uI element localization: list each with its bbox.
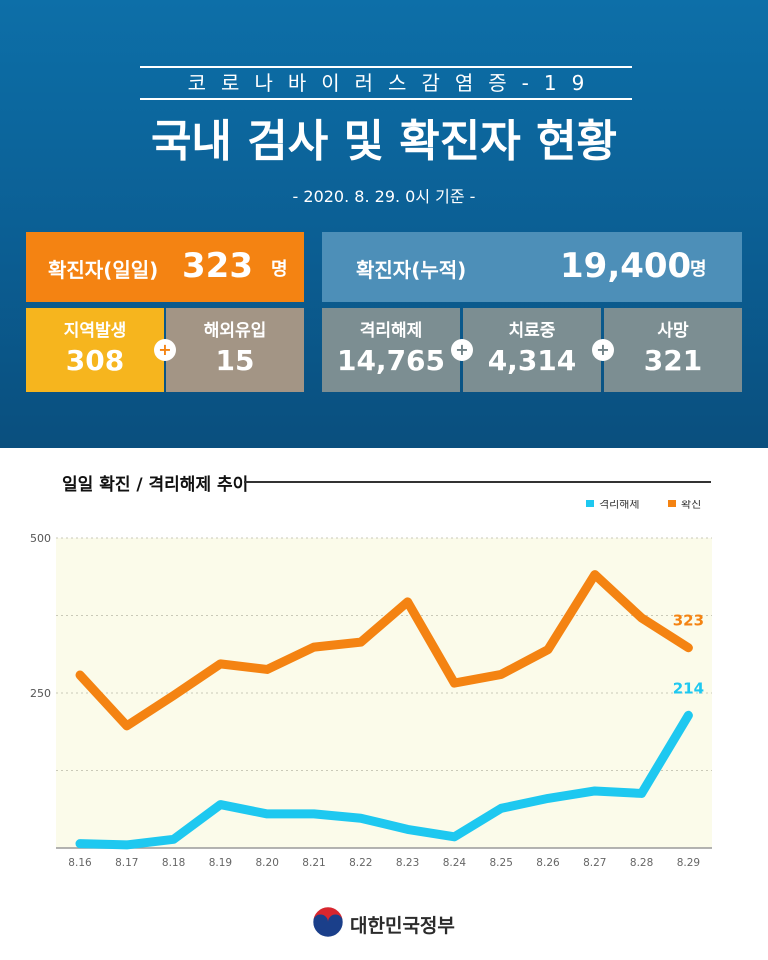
data-label: 214 bbox=[673, 679, 704, 697]
local-cases-value: 308 bbox=[65, 344, 125, 377]
y-tick-label: 500 bbox=[30, 532, 51, 545]
released-label: 격리해제 bbox=[359, 321, 423, 341]
header-panel: 코로나바이러스감염증-19 국내 검사 및 확진자 현황 - 2020. 8. … bbox=[0, 0, 768, 448]
x-tick-label: 8.21 bbox=[302, 857, 325, 869]
cumulative-confirmed-box: 확진자(누적) 19,400 명 bbox=[322, 232, 742, 302]
legend-swatch bbox=[668, 499, 676, 507]
daily-confirmed-box: 확진자(일일) 323 명 bbox=[26, 232, 304, 302]
footer: 대한민국정부 bbox=[0, 900, 768, 960]
in-treatment-box: 치료중 4,314 bbox=[463, 308, 601, 392]
cumulative-confirmed-unit: 명 bbox=[690, 259, 707, 280]
x-tick-label: 8.16 bbox=[68, 857, 92, 869]
x-tick-label: 8.19 bbox=[209, 857, 232, 869]
deaths-box: 사망 321 bbox=[604, 308, 742, 392]
x-tick-label: 8.25 bbox=[490, 857, 513, 869]
government-name: 대한민국정부 bbox=[350, 915, 455, 937]
cumulative-confirmed-value: 19,400 bbox=[560, 246, 692, 286]
plus-icon: + bbox=[451, 339, 473, 361]
reference-date: - 2020. 8. 29. 0시 기준 - bbox=[292, 187, 476, 206]
deaths-value: 321 bbox=[643, 344, 703, 377]
x-tick-label: 8.24 bbox=[443, 857, 467, 869]
chart-title: 일일 확진 / 격리해제 추이 bbox=[62, 475, 249, 495]
local-cases-label: 지역발생 bbox=[63, 321, 127, 341]
x-tick-label: 8.22 bbox=[349, 857, 372, 869]
released-box: 격리해제 14,765 bbox=[322, 308, 460, 392]
in-treatment-label: 치료중 bbox=[508, 321, 556, 341]
overseas-cases-box: 해외유입 15 bbox=[166, 308, 304, 392]
plus-icon: + bbox=[154, 339, 176, 361]
x-tick-label: 8.23 bbox=[396, 857, 419, 869]
x-tick-label: 8.26 bbox=[536, 857, 560, 869]
daily-confirmed-label: 확진자(일일) bbox=[48, 258, 159, 282]
in-treatment-value: 4,314 bbox=[487, 344, 577, 377]
cumulative-confirmed-label: 확진자(누적) bbox=[356, 258, 467, 282]
government-emblem-icon bbox=[312, 906, 344, 938]
x-tick-label: 8.18 bbox=[162, 857, 185, 869]
legend-swatch bbox=[586, 499, 594, 507]
trend-chart: 250 500 8.16 8.17 8.18 8.19 8.20 8.21 8.22 8.23 8.… bbox=[0, 497, 768, 900]
overseas-cases-label: 해외유입 bbox=[203, 321, 267, 341]
daily-confirmed-value: 323 bbox=[182, 246, 253, 286]
x-tick-label: 8.17 bbox=[115, 857, 138, 869]
x-tick-label: 8.20 bbox=[256, 857, 279, 869]
local-cases-box: 지역발생 308 bbox=[26, 308, 164, 392]
x-tick-label: 8.28 bbox=[630, 857, 653, 869]
legend-entry: 확진 bbox=[681, 500, 701, 511]
plus-icon: + bbox=[592, 339, 614, 361]
released-value: 14,765 bbox=[336, 344, 446, 377]
plot-background bbox=[56, 538, 712, 848]
series-line-released bbox=[75, 710, 693, 850]
overseas-cases-value: 15 bbox=[215, 344, 255, 377]
legend-entry: 격리해제 bbox=[599, 500, 639, 511]
page-title: 국내 검사 및 확진자 현황 bbox=[150, 116, 618, 167]
subtitle: 코로나바이러스감염증-19 bbox=[140, 66, 632, 100]
data-label: 323 bbox=[673, 612, 704, 630]
y-tick-label: 250 bbox=[30, 687, 51, 700]
daily-confirmed-unit: 명 bbox=[271, 259, 288, 280]
x-tick-label: 8.29 bbox=[677, 857, 700, 869]
trend-chart-svg: 250 500 8.16 8.17 8.18 8.19 8.20 8.21 8.22 8.23 8.… bbox=[30, 497, 712, 869]
x-tick-label: 8.27 bbox=[583, 857, 606, 869]
chart-title-rule bbox=[244, 481, 711, 483]
series-line-confirmed bbox=[75, 570, 693, 731]
deaths-label: 사망 bbox=[657, 321, 689, 341]
